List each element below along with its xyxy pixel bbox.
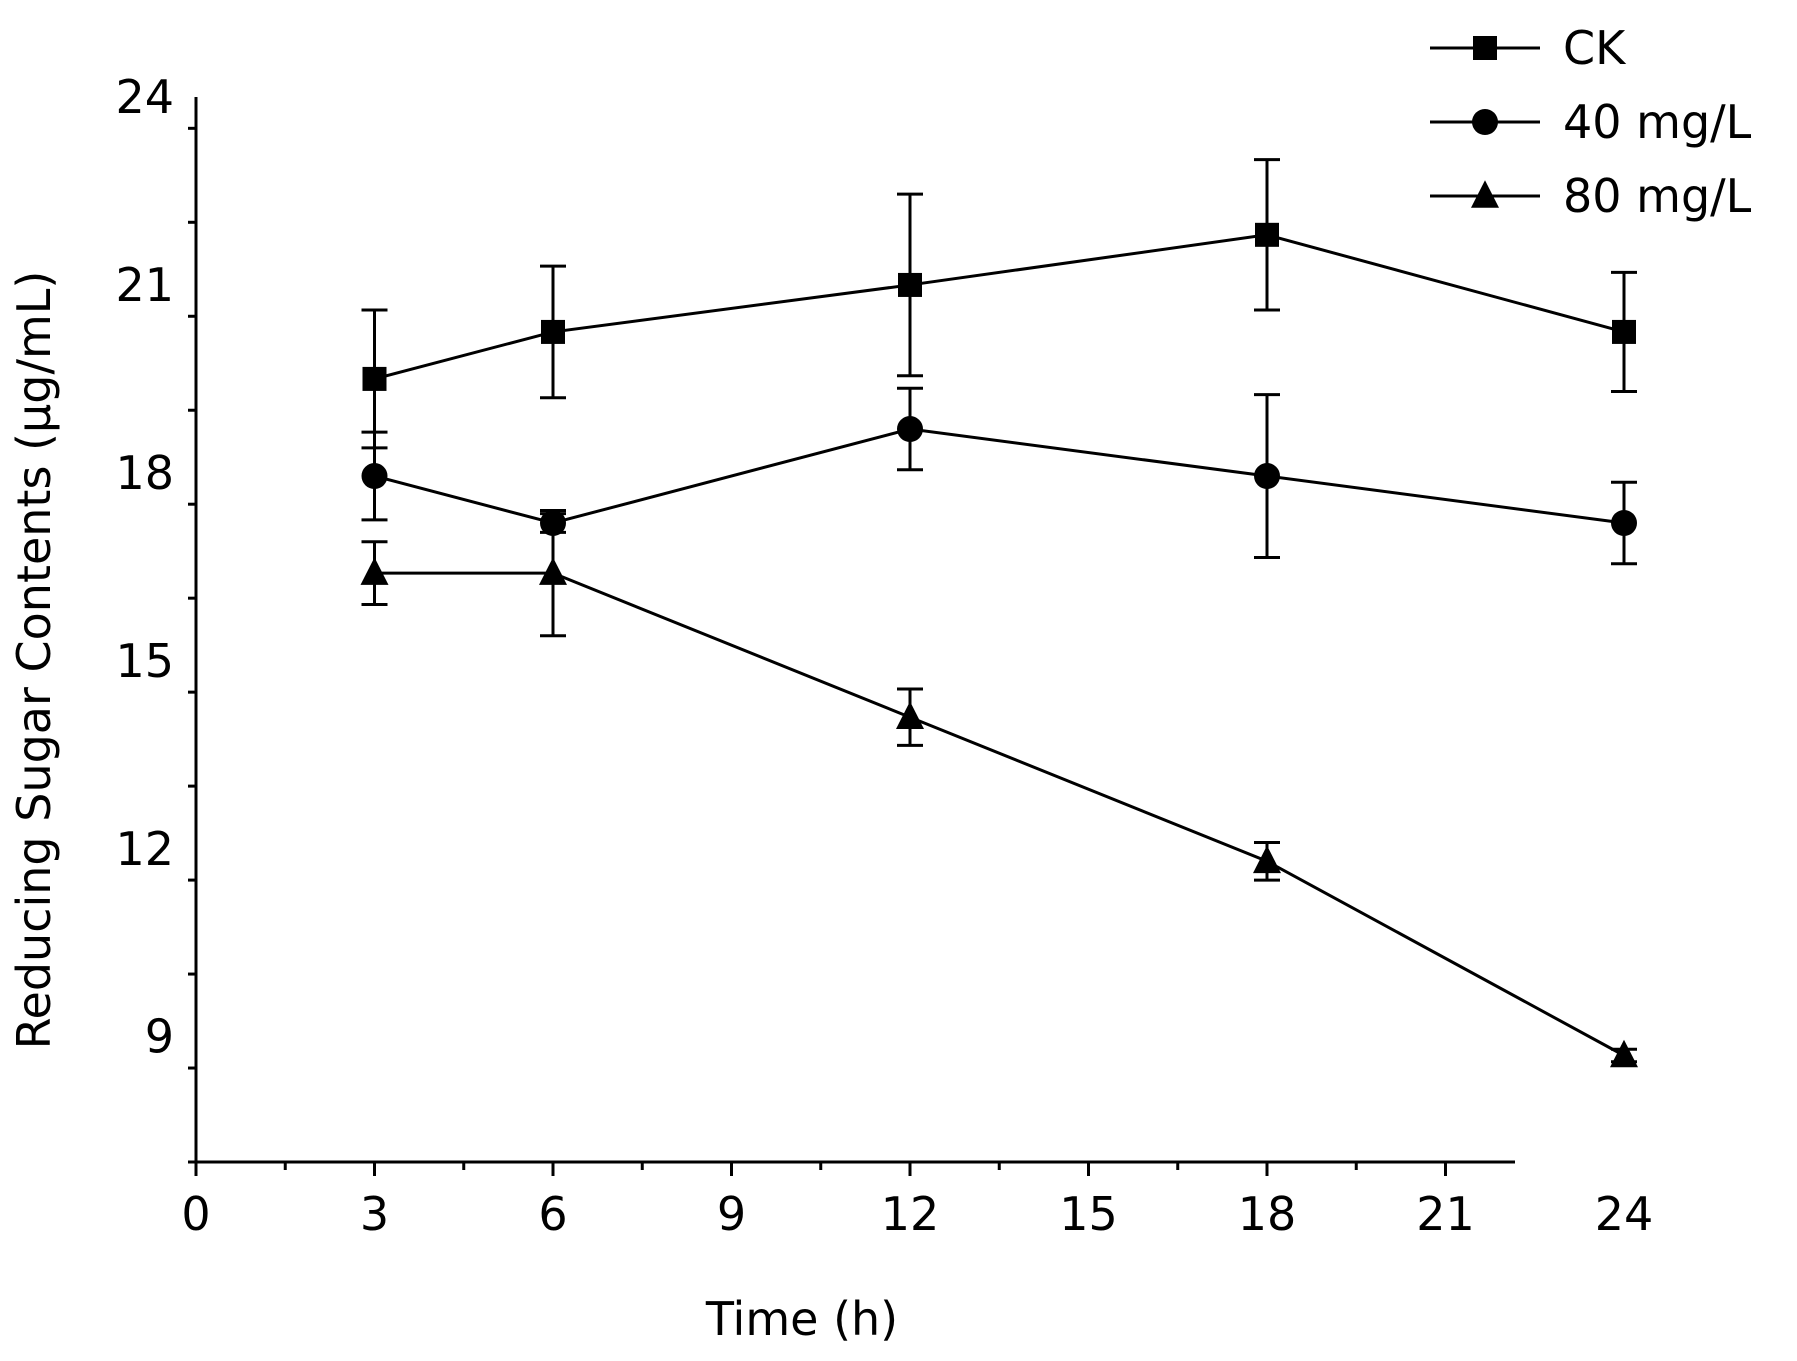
data-point-circle: [1254, 463, 1280, 490]
x-axis-title: Time (h): [705, 1292, 898, 1346]
legend: CK 40 mg/L 80 mg/L: [1430, 21, 1752, 223]
x-tick-label: 18: [1238, 1187, 1297, 1241]
legend-label: 40 mg/L: [1563, 95, 1752, 149]
data-point-triangle: [1610, 1039, 1638, 1068]
data-point-square: [541, 319, 565, 344]
data-point-circle: [1611, 510, 1637, 536]
axes: 9 12 15 18 21 24 0 3 6 9 12 15 18 21 24: [115, 70, 1653, 1241]
series-layer: [360, 158, 1638, 1068]
x-tick-label: 12: [881, 1187, 940, 1241]
data-point-square: [362, 366, 387, 391]
data-point-square: [1255, 222, 1279, 247]
series-triangle: [360, 508, 1638, 1068]
x-tick-label: 15: [1059, 1187, 1118, 1241]
series-line: [374, 233, 1625, 381]
y-tick-label: 9: [145, 1010, 174, 1064]
data-point-triangle: [360, 557, 389, 585]
legend-label: CK: [1563, 21, 1627, 75]
data-point-triangle: [896, 701, 924, 730]
y-tick-label: 12: [115, 822, 174, 876]
y-tick-label: 21: [115, 258, 174, 312]
data-point-triangle: [539, 557, 567, 585]
legend-item: 80 mg/L: [1430, 169, 1752, 223]
data-point-square: [898, 272, 922, 297]
x-tick-label: 0: [181, 1187, 210, 1241]
data-point-circle: [361, 463, 388, 490]
data-point-square: [1612, 319, 1636, 344]
x-tick-label: 21: [1416, 1187, 1475, 1241]
y-tick-label: 24: [115, 70, 174, 124]
x-tick-label: 24: [1595, 1187, 1654, 1241]
y-tick-label: 18: [115, 446, 174, 500]
series-line: [374, 427, 1625, 525]
y-tick-label: 15: [115, 634, 174, 688]
data-point-circle: [897, 416, 923, 443]
y-axis-title: Reducing Sugar Contents (μg/mL): [7, 271, 61, 1050]
x-tick-label: 6: [538, 1187, 567, 1241]
x-tick-label: 9: [717, 1187, 746, 1241]
legend-label: 80 mg/L: [1563, 169, 1752, 223]
series-square: [361, 158, 1637, 450]
x-tick-label: 3: [360, 1187, 389, 1241]
series-line: [374, 571, 1625, 1057]
legend-marker-square: [1473, 36, 1497, 60]
legend-marker-circle: [1472, 109, 1498, 135]
legend-marker-triangle: [1471, 180, 1499, 208]
legend-item: CK: [1430, 21, 1627, 75]
data-point-triangle: [1253, 845, 1281, 874]
legend-item: 40 mg/L: [1430, 95, 1752, 149]
